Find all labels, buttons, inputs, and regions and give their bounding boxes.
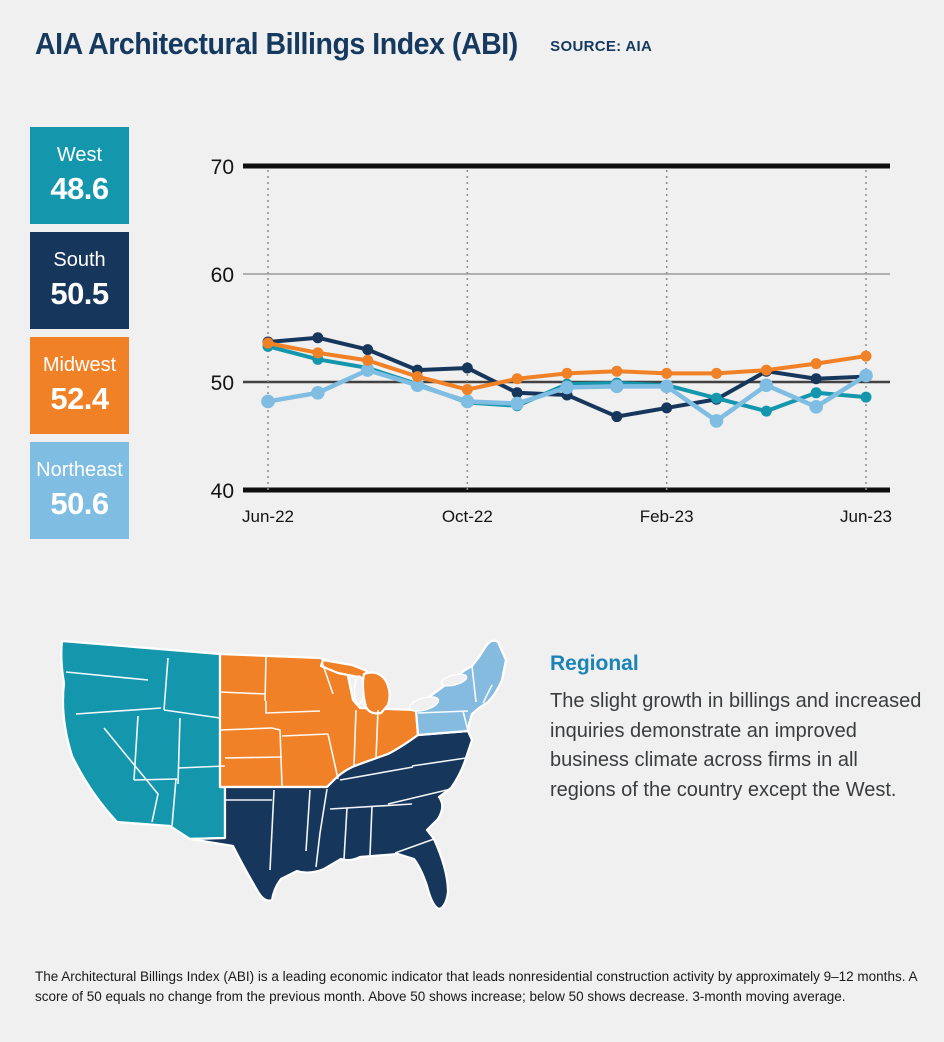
data-point-northeast-Jul-22 — [311, 386, 325, 400]
data-point-midwest-Apr-23 — [760, 364, 772, 376]
data-point-midwest-Mar-23 — [711, 367, 722, 379]
data-point-south-Oct-22 — [461, 362, 473, 374]
x-axis-label: Feb-23 — [640, 507, 694, 526]
data-point-west-Mar-23 — [711, 392, 722, 404]
y-axis-label: 60 — [211, 264, 234, 287]
data-point-midwest-Sep-22 — [412, 371, 423, 383]
data-point-south-Jul-22 — [312, 332, 324, 344]
region-legend: West 48.6 South 50.5 Midwest 52.4 Northe… — [30, 127, 129, 547]
data-point-south-Feb-23 — [661, 402, 673, 414]
data-point-northeast-Dec-22 — [560, 380, 574, 395]
legend-west-box: West 48.6 — [30, 127, 129, 224]
map-region-northeast — [414, 639, 508, 737]
data-point-west-May-23 — [810, 387, 822, 399]
data-point-midwest-Aug-22 — [362, 354, 374, 366]
data-point-northeast-Apr-23 — [759, 378, 774, 393]
legend-northeast-label: Northeast — [36, 459, 123, 481]
map-region-west — [60, 639, 227, 841]
data-point-northeast-Aug-22 — [360, 363, 375, 377]
y-axis-label: 50 — [211, 372, 234, 395]
y-axis-label: 70 — [211, 156, 234, 179]
data-point-south-Nov-22 — [511, 387, 523, 399]
legend-northeast-value: 50.6 — [50, 486, 109, 521]
legend-west-value: 48.6 — [50, 171, 109, 206]
lake-erie — [408, 696, 440, 712]
data-point-northeast-Feb-23 — [659, 379, 674, 394]
lake-ontario — [440, 673, 468, 687]
data-point-midwest-Jan-23 — [611, 365, 623, 377]
data-point-northeast-Oct-22 — [460, 394, 475, 409]
map-region-south — [188, 729, 474, 911]
legend-west-label: West — [56, 144, 103, 166]
data-point-northeast-Nov-22 — [510, 396, 524, 411]
data-point-northeast-Jun-23 — [859, 368, 873, 383]
data-point-midwest-Nov-22 — [511, 373, 523, 385]
x-axis-label: Jun-22 — [242, 507, 294, 526]
x-axis-label: Jun-23 — [840, 507, 892, 526]
legend-south-value: 50.5 — [50, 276, 109, 311]
data-point-midwest-May-23 — [810, 358, 822, 370]
data-point-south-May-23 — [810, 373, 822, 385]
data-point-midwest-Dec-22 — [561, 367, 573, 379]
legend-south-box: South 50.5 — [30, 232, 129, 329]
regional-body: The slight growth in billings and increa… — [550, 690, 922, 801]
data-point-midwest-Jun-23 — [860, 350, 872, 362]
data-point-midwest-Feb-23 — [661, 367, 673, 379]
data-point-west-Apr-23 — [760, 405, 772, 417]
data-point-northeast-May-23 — [809, 400, 823, 414]
data-point-midwest-Jun-22 — [262, 337, 274, 349]
data-point-south-Jan-23 — [611, 411, 623, 423]
source-label: SOURCE: AIA — [550, 38, 653, 55]
us-regions-map — [60, 639, 508, 911]
x-axis-label: Oct-22 — [442, 507, 493, 526]
page-title: AIA Architectural Billings Index (ABI) S… — [35, 26, 652, 62]
title-text: AIA Architectural Billings Index (ABI) — [35, 26, 518, 61]
data-point-northeast-Sep-22 — [410, 378, 425, 393]
footnote: The Architectural Billings Index (ABI) i… — [35, 969, 917, 1004]
state-borders — [65, 655, 493, 871]
data-point-northeast-Mar-23 — [709, 414, 724, 428]
legend-midwest-value: 52.4 — [50, 381, 109, 416]
regional-heading: Regional — [550, 652, 639, 675]
map-michigan-mitt — [361, 671, 391, 715]
legend-midwest-label: Midwest — [42, 354, 117, 376]
lake-michigan — [353, 675, 365, 705]
data-point-midwest-Oct-22 — [461, 384, 473, 396]
legend-south-label: South — [53, 249, 106, 271]
legend-midwest-box: Midwest 52.4 — [30, 337, 129, 434]
data-point-midwest-Jul-22 — [312, 347, 324, 359]
abi-line-chart: 70 60 50 40 Jun-22 Oct-22 Feb-23 Jun-23 — [211, 156, 892, 526]
y-axis-label: 40 — [211, 480, 234, 503]
data-point-northeast-Jun-22 — [261, 394, 275, 409]
data-point-northeast-Jan-23 — [610, 379, 624, 394]
legend-northeast-box: Northeast 50.6 — [30, 442, 129, 539]
regional-commentary: Regional The slight growth in billings a… — [550, 652, 922, 805]
data-point-west-Jun-23 — [860, 391, 872, 403]
data-point-south-Aug-22 — [362, 344, 374, 356]
